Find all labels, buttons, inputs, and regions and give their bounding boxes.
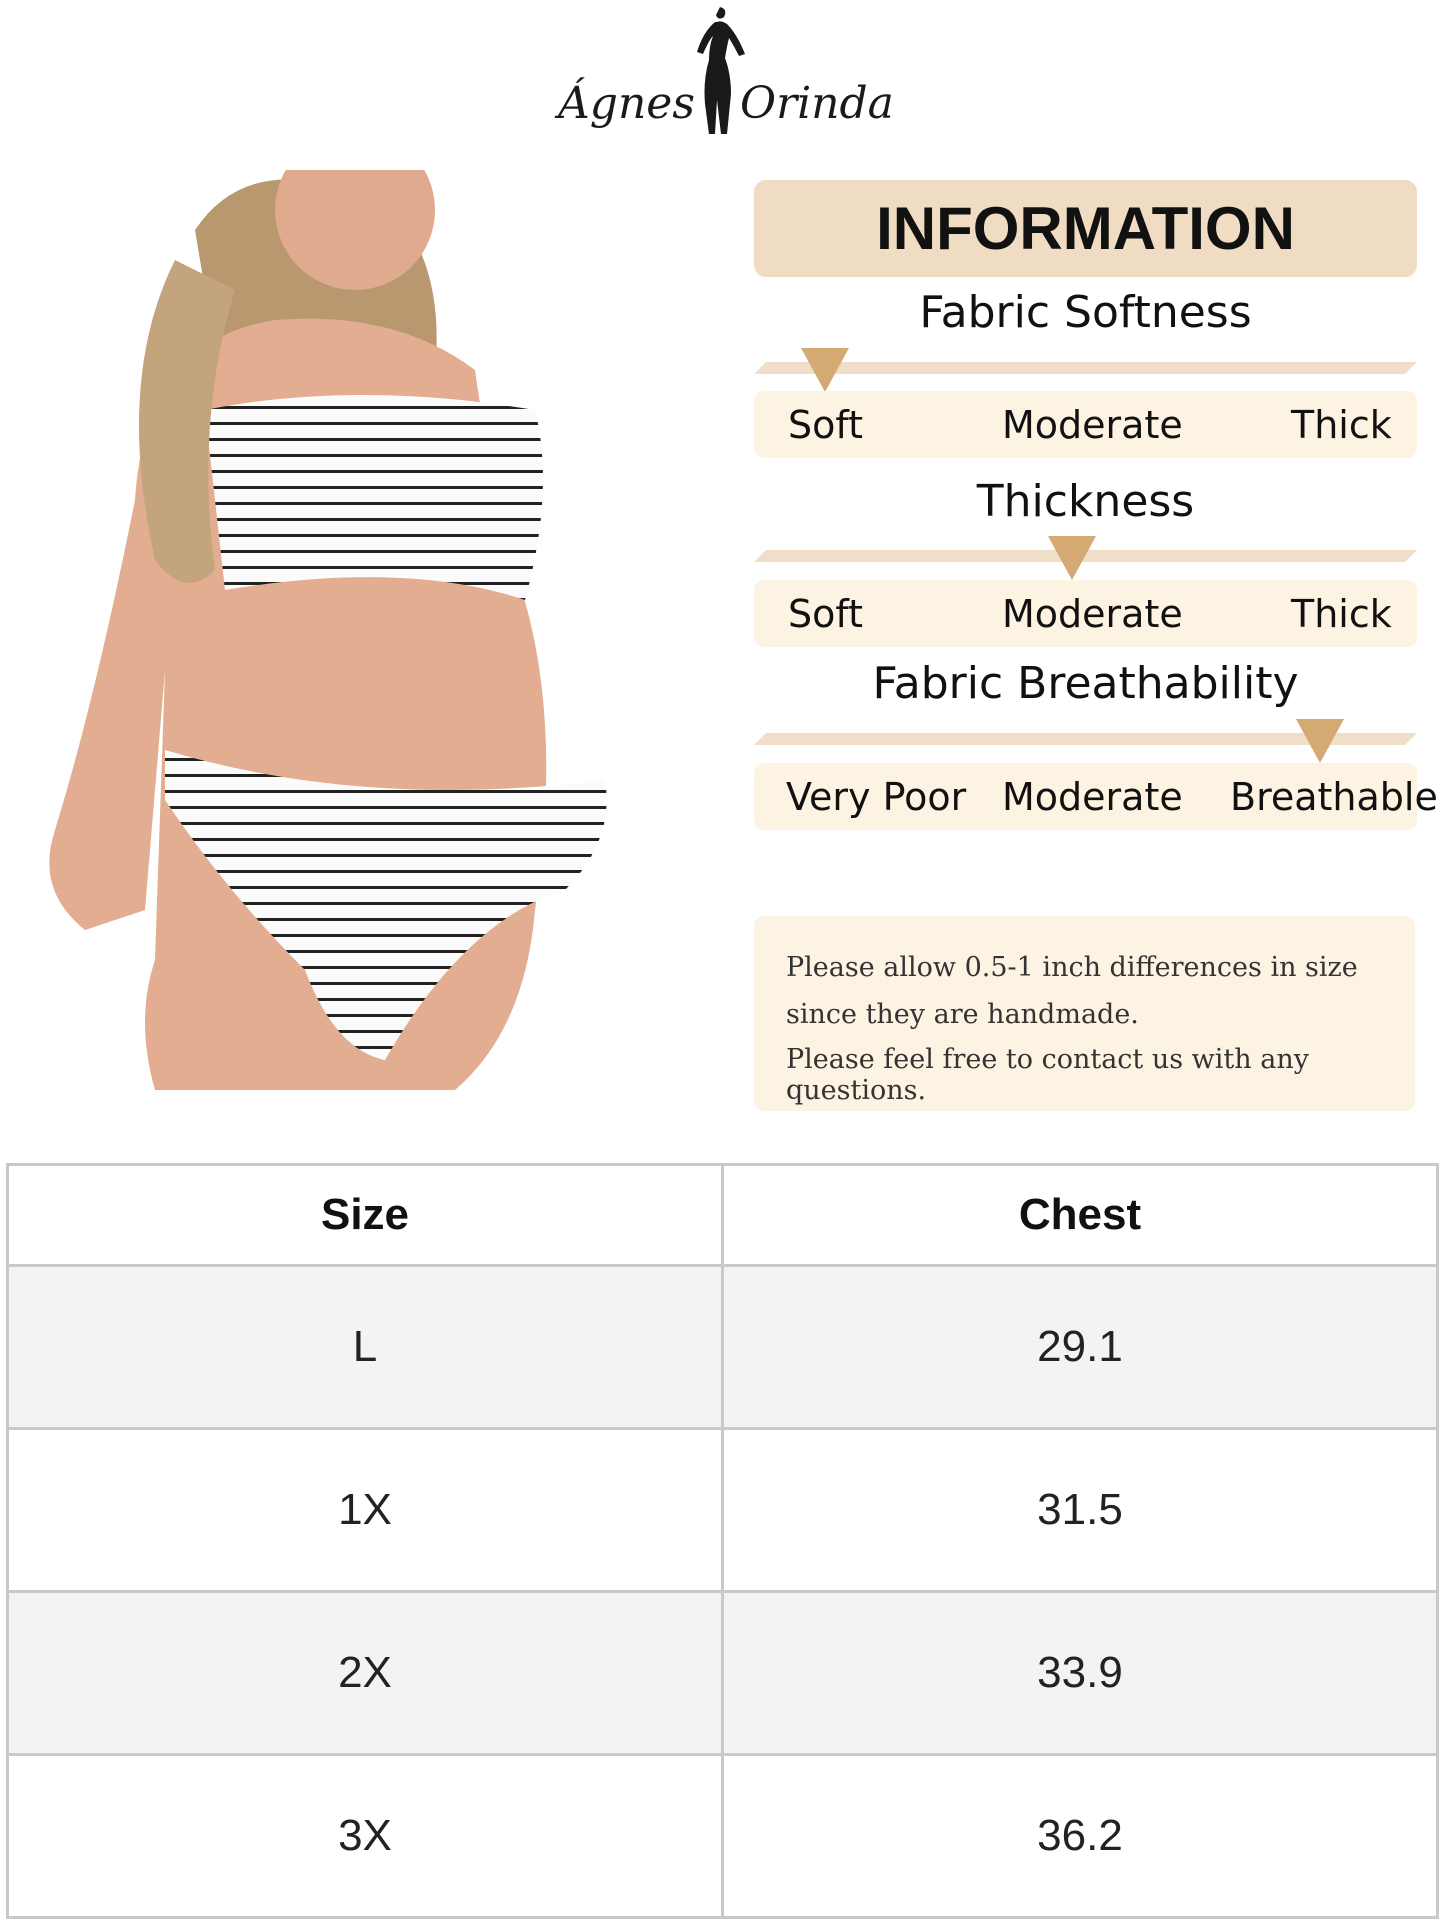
table-row: 1X 31.5 (6, 1427, 1439, 1593)
logo-text-left: Ágnes (558, 78, 695, 129)
scale-label: Moderate (1002, 775, 1183, 819)
breathability-indicator-arrow-icon (1295, 719, 1344, 763)
table-row: 3X 36.2 (6, 1753, 1439, 1919)
scale-label: Moderate (1002, 403, 1183, 447)
chest-cell: 33.9 (721, 1590, 1439, 1756)
table-row: L 29.1 (6, 1264, 1439, 1430)
fabric-breathability-title: Fabric Breathability (872, 658, 1299, 709)
scale-label: Soft (788, 592, 863, 636)
brand-logo: Ágnes Orinda (540, 0, 910, 150)
thickness-scale-labels: Soft Moderate Thick (754, 580, 1417, 647)
size-cell: 1X (6, 1427, 724, 1593)
scale-label: Thick (1291, 403, 1392, 447)
softness-scale-labels: Soft Moderate Thick (754, 391, 1417, 458)
size-cell: 3X (6, 1753, 724, 1919)
size-cell: 2X (6, 1590, 724, 1756)
thickness-indicator-arrow-icon (1048, 536, 1097, 580)
thickness-title: Thickness (976, 476, 1195, 527)
header-chest: Chest (721, 1163, 1439, 1267)
product-photo (25, 170, 665, 1144)
softness-track (754, 362, 1417, 374)
bikini-top (205, 395, 543, 600)
table-row: 2X 33.9 (6, 1590, 1439, 1756)
header-size: Size (6, 1163, 724, 1267)
note-line: since they are handmade. (786, 999, 1139, 1030)
scale-label: Thick (1291, 592, 1392, 636)
silhouette-logo-icon (697, 7, 745, 134)
scale-label: Soft (788, 403, 863, 447)
chest-cell: 31.5 (721, 1427, 1439, 1593)
note-line: Please feel free to contact us with any … (786, 1044, 1309, 1106)
bikini-bottom (165, 750, 607, 1060)
scale-label: Moderate (1002, 592, 1183, 636)
size-chart-table: Size Chest L 29.1 1X 31.5 2X 33.9 3X 36.… (6, 1163, 1439, 1919)
fabric-softness-title: Fabric Softness (919, 287, 1252, 338)
breathability-scale-labels: Very Poor Moderate Breathable (754, 763, 1438, 830)
logo-text-right: Orinda (740, 78, 894, 129)
scale-label: Very Poor (786, 775, 967, 819)
table-header-row: Size Chest (6, 1163, 1439, 1267)
size-cell: L (6, 1264, 724, 1430)
scale-label: Breathable (1230, 775, 1438, 819)
chest-cell: 36.2 (721, 1753, 1439, 1919)
softness-indicator-arrow-icon (801, 348, 850, 392)
size-note: Please allow 0.5-1 inch differences in s… (754, 916, 1415, 1111)
information-header: INFORMATION (754, 180, 1417, 277)
chest-cell: 29.1 (721, 1264, 1439, 1430)
note-line: Please allow 0.5-1 inch differences in s… (786, 952, 1358, 983)
